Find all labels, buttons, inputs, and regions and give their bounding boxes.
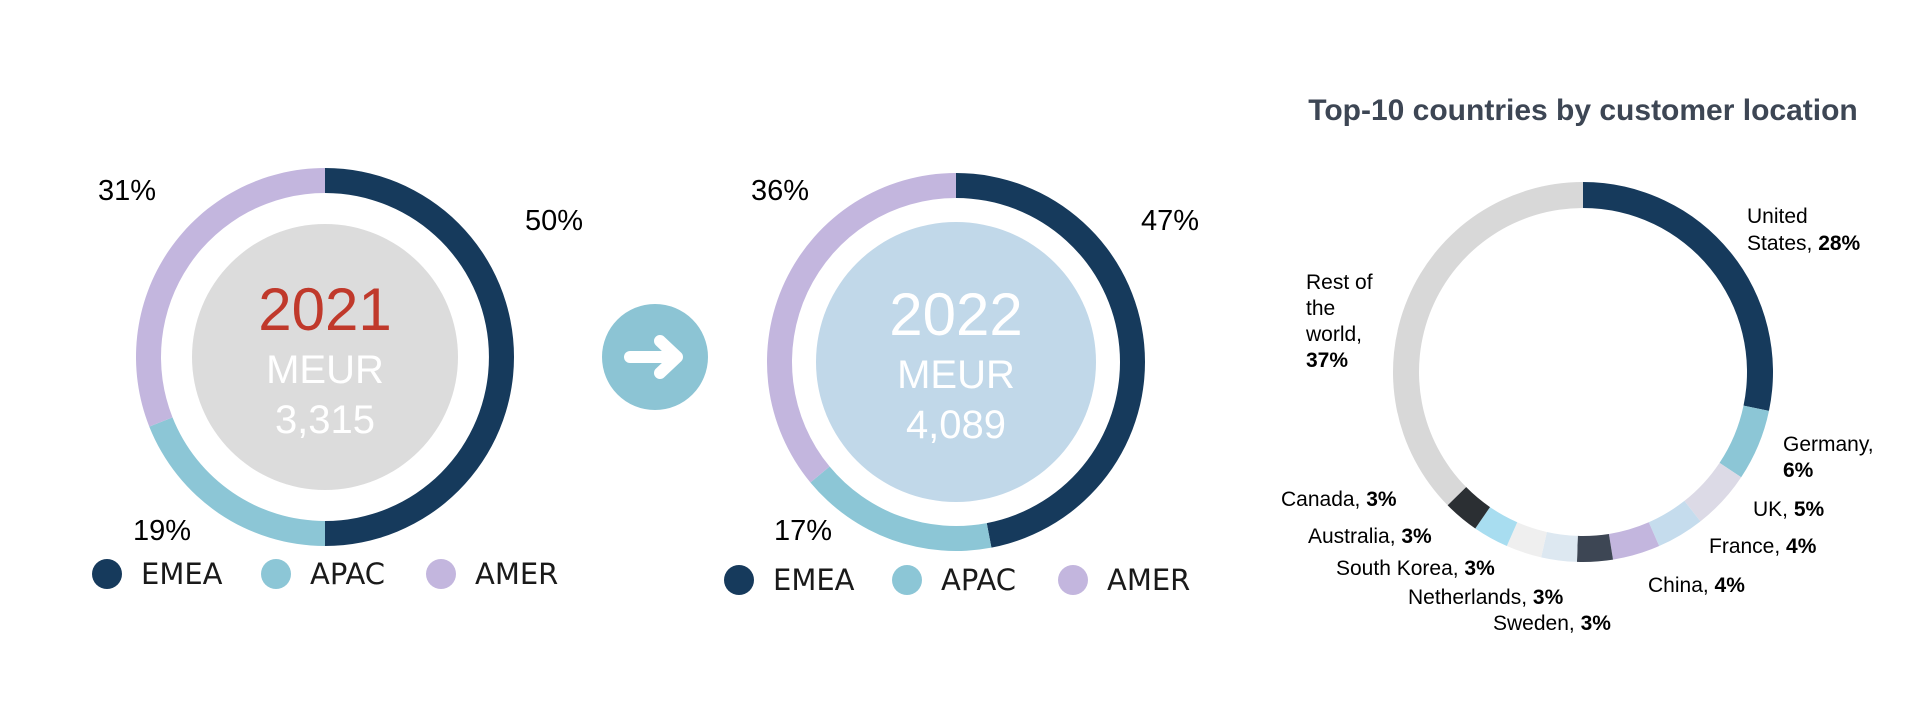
total-2021: 3,315 <box>275 398 375 442</box>
segment-sweden <box>1576 533 1614 562</box>
label-netherlands: Netherlands, 3% <box>1408 586 1564 609</box>
legend-dot-amer <box>426 559 456 589</box>
label-south-korea: South Korea, 3% <box>1336 557 1495 580</box>
legend-label-amer: AMER <box>1107 563 1190 597</box>
label-australia: Australia, 3% <box>1308 525 1432 548</box>
segment-apac <box>810 466 992 551</box>
segment-amer <box>766 173 956 483</box>
legend-label-emea: EMEA <box>773 563 855 597</box>
segment-germany <box>1719 405 1769 478</box>
legend-label-apac: APAC <box>941 563 1016 597</box>
legend-dot-emea <box>724 565 754 595</box>
label-rest-of-world: Rest of the world, 37% <box>1305 271 1378 372</box>
donut-2022-segments <box>766 173 1145 551</box>
donut-2022: 2022 MEUR 4,089 47% 17% 36% <box>751 173 1199 551</box>
segment-france <box>1648 500 1701 547</box>
label-canada: Canada, 3% <box>1281 488 1397 511</box>
legend-dot-apac <box>261 559 291 589</box>
label-sweden: Sweden, 3% <box>1493 612 1611 635</box>
legend-dot-emea <box>92 559 122 589</box>
segment-amer <box>136 168 325 427</box>
legend-dot-apac <box>892 565 922 595</box>
unit-2021: MEUR <box>266 348 384 392</box>
donut-countries-segments <box>1393 182 1773 562</box>
pct-label-amer-2022: 36% <box>751 175 809 207</box>
segment-apac <box>149 417 325 546</box>
legend-2021: EMEA APAC AMER <box>92 557 558 591</box>
segment-canada <box>1447 487 1491 529</box>
segment-uk <box>1684 462 1742 522</box>
chart-title: Top-10 countries by customer location <box>1308 94 1858 127</box>
segment-rest-of-the-world <box>1393 182 1583 506</box>
unit-2022: MEUR <box>897 353 1015 397</box>
segment-australia <box>1475 507 1518 547</box>
segment-south-korea <box>1506 522 1547 558</box>
segment-emea <box>956 173 1145 548</box>
pct-label-emea-2021: 50% <box>525 205 583 237</box>
label-france: France, 4% <box>1709 535 1817 558</box>
legend-label-apac: APAC <box>310 557 385 591</box>
year-2022: 2022 <box>889 281 1022 348</box>
year-2021: 2021 <box>258 276 391 343</box>
legend-dot-amer <box>1058 565 1088 595</box>
donut-2021: 2021 MEUR 3,315 50% 19% 31% <box>98 168 583 547</box>
segment-china <box>1608 522 1660 560</box>
segment-united-states <box>1583 182 1773 411</box>
label-germany: Germany, 6% <box>1783 433 1879 482</box>
pct-label-apac-2021: 19% <box>133 515 191 547</box>
segment-netherlands <box>1541 531 1578 562</box>
arrow-right-icon <box>602 304 708 410</box>
center-disc-2022 <box>816 222 1096 502</box>
label-united-states: United States, 28% <box>1747 205 1861 255</box>
legend-2022: EMEA APAC AMER <box>724 563 1190 597</box>
legend-label-emea: EMEA <box>141 557 223 591</box>
label-united-states-name-2: States, <box>1747 232 1818 255</box>
label-china: China, 4% <box>1648 574 1745 597</box>
total-2022: 4,089 <box>906 403 1006 447</box>
legend-label-amer: AMER <box>475 557 558 591</box>
center-disc-2021 <box>192 224 458 490</box>
pct-label-amer-2021: 31% <box>98 175 156 207</box>
donut-2021-segments <box>136 168 514 546</box>
pct-label-emea-2022: 47% <box>1141 205 1199 237</box>
pct-label-apac-2022: 17% <box>774 515 832 547</box>
segment-emea <box>325 168 514 546</box>
label-uk: UK, 5% <box>1753 498 1825 521</box>
country-labels: United States, 28% Germany, 6% UK, 5% Fr… <box>1281 205 1879 635</box>
